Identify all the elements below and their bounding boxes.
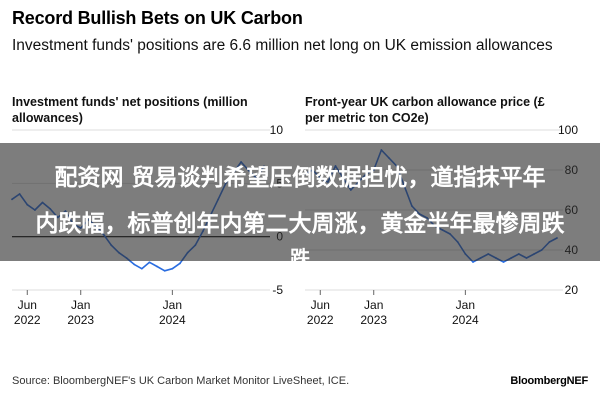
price-x-tick-label: 2022 bbox=[307, 313, 334, 327]
price-x-tick-label: 2023 bbox=[360, 313, 387, 327]
right-panel-title: Front-year UK carbon allowance price (£ … bbox=[305, 95, 545, 125]
positions-x-tick-label: Jun bbox=[18, 298, 37, 312]
price-data-point bbox=[502, 261, 505, 263]
positions-x-tick-label: Jan bbox=[163, 298, 182, 312]
positions-data-point bbox=[133, 263, 136, 266]
positions-y-tick-label: -5 bbox=[272, 283, 283, 297]
positions-x-tick-label: 2022 bbox=[14, 313, 41, 327]
positions-x-tick-label: 2024 bbox=[159, 313, 186, 327]
brand-logo: BloombergNEF bbox=[510, 375, 588, 387]
positions-data-point bbox=[179, 262, 181, 265]
positions-x-tick-label: 2023 bbox=[67, 313, 94, 327]
positions-data-point bbox=[148, 261, 151, 264]
price-data-point bbox=[472, 261, 474, 263]
positions-x-tick-label: Jan bbox=[71, 298, 90, 312]
positions-y-tick-label: 10 bbox=[270, 123, 284, 137]
price-x-tick-label: Jan bbox=[456, 298, 475, 312]
price-x-tick-label: Jan bbox=[364, 298, 383, 312]
price-x-tick-label: 2024 bbox=[452, 313, 479, 327]
positions-data-point bbox=[156, 265, 158, 268]
price-x-tick-label: Jun bbox=[311, 298, 330, 312]
left-panel-title: Investment funds' net positions (million… bbox=[12, 95, 248, 125]
watermark-overlay bbox=[0, 143, 600, 261]
positions-data-point bbox=[140, 267, 143, 270]
overlay-text-line-1: 配资网 贸易谈判希望压倒数据担忧，道指抹平年 bbox=[54, 165, 546, 191]
chart-subtitle: Investment funds' positions are 6.6 mill… bbox=[12, 37, 553, 54]
overlay-text-line-2: 内跌幅，标普创年内第二大周涨，黄金半年最惨周跌 bbox=[35, 211, 565, 237]
positions-data-point bbox=[171, 267, 174, 270]
price-y-tick-label: 20 bbox=[565, 283, 579, 297]
overlay-text-line-3: 跌 bbox=[290, 246, 310, 270]
positions-data-point bbox=[163, 269, 166, 272]
chart-title: Record Bullish Bets on UK Carbon bbox=[12, 8, 303, 28]
source-note: Source: BloombergNEF's UK Carbon Market … bbox=[12, 375, 350, 387]
price-y-tick-label: 100 bbox=[558, 123, 578, 137]
